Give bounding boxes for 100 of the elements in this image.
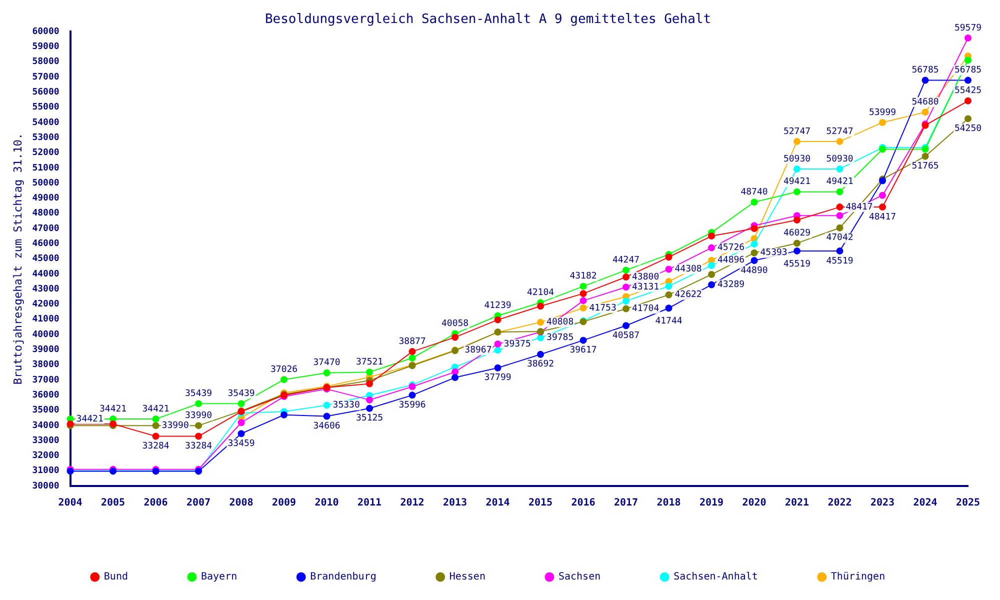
data-label: 39375 — [504, 339, 531, 350]
data-label: 43800 — [632, 272, 660, 282]
data-label: 48740 — [740, 187, 768, 198]
y-tick-label: 42000 — [32, 300, 60, 310]
y-tick-label: 60000 — [32, 26, 60, 37]
data-label: 50930 — [783, 154, 811, 164]
x-tick-label: 2014 — [486, 498, 510, 509]
data-label: 35439 — [184, 388, 212, 399]
y-tick-label: 40000 — [32, 330, 60, 340]
y-tick-label: 33000 — [32, 436, 60, 446]
y-tick-label: 30000 — [32, 481, 60, 492]
legend-label: Bund — [104, 572, 128, 583]
data-label: 35125 — [356, 414, 384, 424]
data-label: 45519 — [826, 256, 854, 266]
y-tick-label: 51000 — [32, 163, 60, 174]
data-label: 56785 — [912, 66, 939, 76]
y-tick-label: 44000 — [32, 269, 60, 280]
data-label: 33284 — [184, 442, 212, 452]
y-tick-label: 45000 — [32, 254, 60, 264]
data-label: 49421 — [826, 177, 854, 188]
legend-label: Sachsen — [558, 572, 601, 583]
x-tick-label: 2024 — [913, 498, 938, 509]
x-tick-label: 2018 — [656, 498, 681, 509]
data-label: 44308 — [674, 264, 702, 275]
data-label: 40808 — [546, 318, 574, 328]
legend-label: Brandenburg — [310, 572, 376, 583]
data-label: 59579 — [954, 23, 982, 34]
data-label: 39785 — [546, 333, 574, 344]
x-tick-label: 2017 — [614, 498, 638, 509]
data-label: 35996 — [398, 400, 426, 411]
data-label: 38967 — [464, 346, 492, 356]
y-tick-label: 55000 — [32, 102, 60, 113]
y-tick-label: 59000 — [32, 42, 60, 52]
y-tick-label: 48000 — [32, 208, 60, 219]
data-label: 44247 — [612, 256, 640, 266]
data-label: 45726 — [718, 243, 745, 254]
y-axis-title: Bruttojahresgehalt zum Stichtag 31.10. — [11, 132, 24, 385]
y-tick-label: 38000 — [32, 360, 60, 370]
y-tick-label: 32000 — [32, 451, 60, 462]
data-label: 41704 — [632, 304, 660, 314]
data-label: 33990 — [162, 420, 189, 431]
y-tick-label: 47000 — [32, 224, 60, 234]
data-label: 42622 — [674, 290, 702, 300]
data-label: 45393 — [760, 248, 788, 258]
data-label: 48417 — [846, 202, 873, 212]
y-tick-label: 46000 — [32, 238, 60, 249]
data-label: 37026 — [270, 364, 298, 375]
legend-label: Bayern — [201, 572, 238, 583]
data-label: 33284 — [142, 442, 170, 452]
y-tick-label: 52000 — [32, 148, 60, 158]
legend-label: Hessen — [449, 572, 486, 583]
x-tick-label: 2019 — [699, 498, 724, 509]
data-label: 43182 — [570, 272, 597, 282]
y-tick-label: 41000 — [32, 314, 60, 325]
data-label: 45519 — [783, 259, 811, 270]
data-label: 51765 — [912, 162, 939, 172]
data-label: 52747 — [783, 126, 811, 137]
y-tick-label: 50000 — [32, 178, 60, 188]
data-label: 50930 — [826, 154, 854, 164]
data-label: 37799 — [484, 373, 512, 384]
data-label: 49421 — [783, 177, 811, 188]
data-label: 35439 — [228, 388, 255, 399]
x-tick-label: 2005 — [100, 498, 126, 509]
x-tick-label: 2016 — [571, 498, 596, 509]
data-label: 47042 — [826, 233, 854, 244]
data-label: 41744 — [655, 316, 682, 326]
x-tick-label: 2007 — [186, 498, 211, 509]
y-tick-label: 36000 — [32, 390, 60, 400]
x-tick-label: 2012 — [400, 498, 424, 509]
x-tick-label: 2011 — [357, 498, 382, 509]
data-label: 44896 — [718, 256, 745, 266]
data-label: 34606 — [313, 422, 340, 432]
x-tick-label: 2015 — [528, 498, 553, 509]
data-label: 55425 — [954, 86, 982, 96]
data-label: 34421 — [76, 414, 104, 424]
data-label: 33990 — [184, 410, 212, 421]
y-tick-label: 56000 — [32, 88, 60, 98]
x-tick-label: 2006 — [144, 498, 168, 509]
data-label: 42104 — [526, 288, 554, 298]
data-label: 41753 — [589, 303, 616, 314]
y-tick-label: 58000 — [32, 57, 60, 68]
data-label: 53999 — [868, 108, 896, 118]
chart-title: Besoldungsvergleich Sachsen-Anhalt A 9 gemitteltes Gehalt — [264, 12, 712, 28]
data-label: 38692 — [526, 360, 554, 370]
data-label: 34421 — [142, 404, 170, 414]
y-tick-label: 57000 — [32, 72, 60, 82]
data-label: 38877 — [398, 336, 426, 347]
data-label: 34421 — [99, 404, 127, 414]
y-tick-label: 49000 — [32, 194, 60, 204]
x-tick-label: 2013 — [442, 498, 468, 509]
x-tick-label: 2004 — [58, 498, 82, 509]
y-tick-label: 39000 — [32, 345, 60, 356]
data-label: 39617 — [570, 346, 597, 356]
data-label: 37521 — [356, 357, 384, 368]
x-tick-label: 2020 — [742, 498, 766, 509]
data-label: 46029 — [783, 228, 811, 239]
x-tick-label: 2022 — [828, 498, 852, 509]
y-tick-label: 54000 — [32, 118, 60, 128]
data-label: 54680 — [912, 98, 939, 108]
data-label: 40587 — [612, 330, 640, 341]
